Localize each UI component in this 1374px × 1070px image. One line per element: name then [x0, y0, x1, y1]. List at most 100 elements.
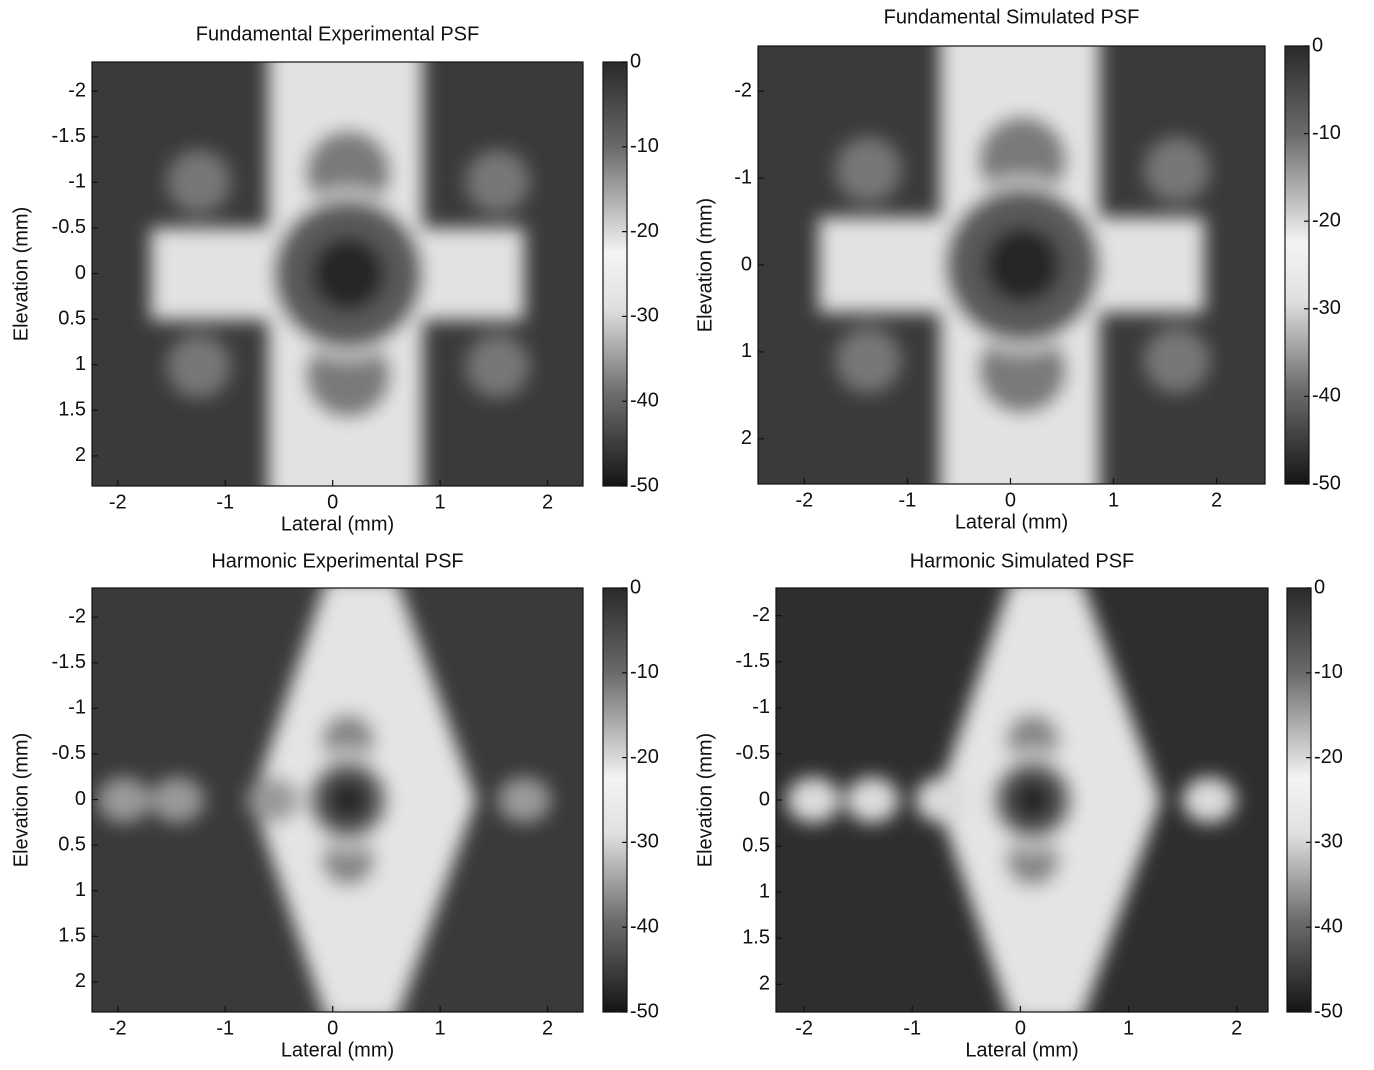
x-tick-label: 1 [1108, 489, 1119, 511]
chart-title: Harmonic Experimental PSF [211, 550, 463, 572]
y-tick-label: 0 [741, 253, 752, 275]
psf-core [326, 778, 370, 822]
psf-side [1182, 776, 1236, 824]
colorbar-tick-label: -50 [1314, 1000, 1343, 1022]
colorbar-tick-label: 0 [630, 576, 641, 598]
colorbar-tick-label: -20 [630, 220, 659, 242]
y-tick-label: -1.5 [52, 651, 86, 673]
colorbar-tick-label: -30 [630, 831, 659, 853]
colorbar-tick-label: -40 [1314, 915, 1343, 937]
psf-core [1011, 778, 1055, 822]
x-tick-label: -2 [109, 491, 127, 513]
y-tick-label: -1 [68, 171, 86, 193]
colorbar-tick-label: 0 [1312, 34, 1323, 56]
x-tick-label: 2 [1231, 1017, 1242, 1039]
psf-core [310, 236, 386, 312]
psf-side [166, 334, 231, 399]
x-tick-label: 2 [542, 1017, 553, 1039]
psf-core [983, 226, 1062, 304]
heatmap-image [92, 62, 583, 486]
psf-side [1143, 136, 1210, 203]
colorbar-tick-label: -30 [630, 305, 659, 327]
colorbar-tick-label: -40 [1312, 385, 1341, 407]
colorbar-tick-label: -20 [1312, 209, 1341, 231]
y-tick-label: 0.5 [58, 307, 86, 329]
y-tick-label: 1 [75, 879, 86, 901]
colorbar [1284, 45, 1310, 485]
y-tick-label: -0.5 [52, 216, 86, 238]
psf-side [845, 776, 899, 824]
x-tick-label: 1 [435, 1017, 446, 1039]
y-tick-label: -1 [68, 697, 86, 719]
colorbar-tick-label: -10 [1314, 661, 1343, 683]
y-tick-label: -2 [68, 605, 86, 627]
x-axis-label: Lateral (mm) [955, 511, 1068, 533]
y-tick-label: -1.5 [52, 125, 86, 147]
psf-side [835, 136, 902, 203]
psf-side [786, 776, 841, 824]
x-tick-label: 1 [435, 491, 446, 513]
x-tick-label: 0 [1005, 489, 1016, 511]
psf [818, 46, 1210, 484]
x-tick-label: 0 [1015, 1017, 1026, 1039]
y-tick-label: 0 [75, 788, 86, 810]
x-tick-label: -1 [899, 489, 917, 511]
x-tick-label: -2 [795, 1017, 813, 1039]
x-tick-label: -2 [109, 1017, 127, 1039]
colorbar-tick-label: -30 [1312, 297, 1341, 319]
y-tick-label: 1 [75, 353, 86, 375]
psf-side [497, 776, 551, 824]
colorbar [1286, 587, 1312, 1013]
heatmap-image [758, 46, 1265, 484]
y-tick-label: 0.5 [742, 834, 770, 856]
heatmap-image [776, 588, 1268, 1012]
y-axis-label: Elevation (mm) [10, 207, 32, 341]
colorbar-tick-label: 0 [630, 50, 641, 72]
chart-title: Fundamental Experimental PSF [196, 23, 479, 45]
y-tick-label: 1.5 [742, 927, 770, 949]
psf-side [150, 776, 205, 824]
chart-title: Fundamental Simulated PSF [884, 6, 1140, 28]
y-tick-label: 1 [741, 340, 752, 362]
colorbar-tick-label: -50 [630, 474, 659, 496]
y-axis-label: Elevation (mm) [10, 733, 32, 867]
y-tick-label: -2 [734, 79, 752, 101]
colorbar-tick-label: -50 [1312, 472, 1341, 494]
colorbar [602, 61, 628, 487]
colorbar-tick-label: -40 [630, 389, 659, 411]
y-tick-label: -2 [752, 604, 770, 626]
psf-side [97, 776, 151, 824]
colorbar-tick-label: -10 [630, 135, 659, 157]
x-axis-label: Lateral (mm) [281, 513, 394, 535]
y-tick-label: 1.5 [58, 925, 86, 947]
y-tick-label: -0.5 [52, 742, 86, 764]
y-tick-label: -2 [68, 79, 86, 101]
psf [150, 62, 530, 486]
x-tick-label: 0 [327, 1017, 338, 1039]
y-tick-label: 1 [759, 880, 770, 902]
psf-side [465, 334, 530, 399]
x-tick-label: -2 [795, 489, 813, 511]
y-tick-label: 1.5 [58, 399, 86, 421]
y-tick-label: 2 [75, 444, 86, 466]
y-tick-label: 0 [759, 788, 770, 810]
y-tick-label: 0.5 [58, 833, 86, 855]
y-tick-label: -0.5 [736, 742, 770, 764]
colorbar-tick-label: 0 [1314, 576, 1325, 598]
x-tick-label: -1 [216, 491, 234, 513]
y-tick-label: -1 [752, 696, 770, 718]
psf-side [835, 327, 902, 394]
y-tick-label: -1 [734, 166, 752, 188]
psf [786, 588, 1236, 1012]
x-tick-label: 1 [1123, 1017, 1134, 1039]
y-axis-label: Elevation (mm) [694, 733, 716, 867]
psf-side [465, 149, 530, 214]
chart-title: Harmonic Simulated PSF [910, 550, 1135, 572]
y-tick-label: 0 [75, 262, 86, 284]
colorbar-tick-label: -10 [1312, 122, 1341, 144]
colorbar-tick-label: -40 [630, 915, 659, 937]
y-axis-label: Elevation (mm) [694, 198, 716, 332]
